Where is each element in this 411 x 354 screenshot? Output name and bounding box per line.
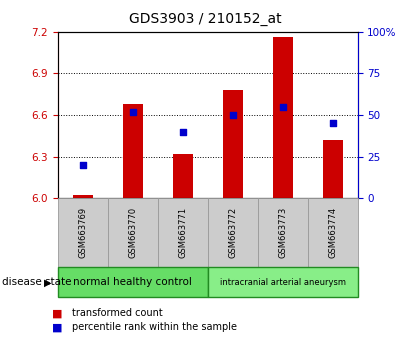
- Text: GSM663774: GSM663774: [328, 207, 337, 258]
- Text: GSM663773: GSM663773: [278, 207, 287, 258]
- Bar: [73, 195, 92, 198]
- Point: [79, 162, 86, 168]
- Bar: [223, 90, 242, 198]
- Text: transformed count: transformed count: [72, 308, 163, 318]
- Bar: [173, 154, 192, 198]
- Text: ■: ■: [52, 308, 63, 318]
- Text: normal healthy control: normal healthy control: [73, 277, 192, 287]
- Bar: [272, 38, 293, 198]
- Text: intracranial arterial aneurysm: intracranial arterial aneurysm: [219, 278, 346, 287]
- Point: [329, 121, 336, 126]
- Text: GSM663769: GSM663769: [78, 207, 87, 258]
- Text: GSM663772: GSM663772: [228, 207, 237, 258]
- Point: [229, 112, 236, 118]
- Text: GSM663771: GSM663771: [178, 207, 187, 258]
- Bar: [323, 140, 342, 198]
- Text: ▶: ▶: [44, 277, 51, 287]
- Text: percentile rank within the sample: percentile rank within the sample: [72, 322, 237, 332]
- Point: [279, 104, 286, 110]
- Point: [179, 129, 186, 135]
- Text: ■: ■: [52, 322, 63, 332]
- Text: GDS3903 / 210152_at: GDS3903 / 210152_at: [129, 12, 282, 27]
- Point: [129, 109, 136, 115]
- Bar: [122, 104, 143, 198]
- Text: disease state: disease state: [2, 277, 72, 287]
- Text: GSM663770: GSM663770: [128, 207, 137, 258]
